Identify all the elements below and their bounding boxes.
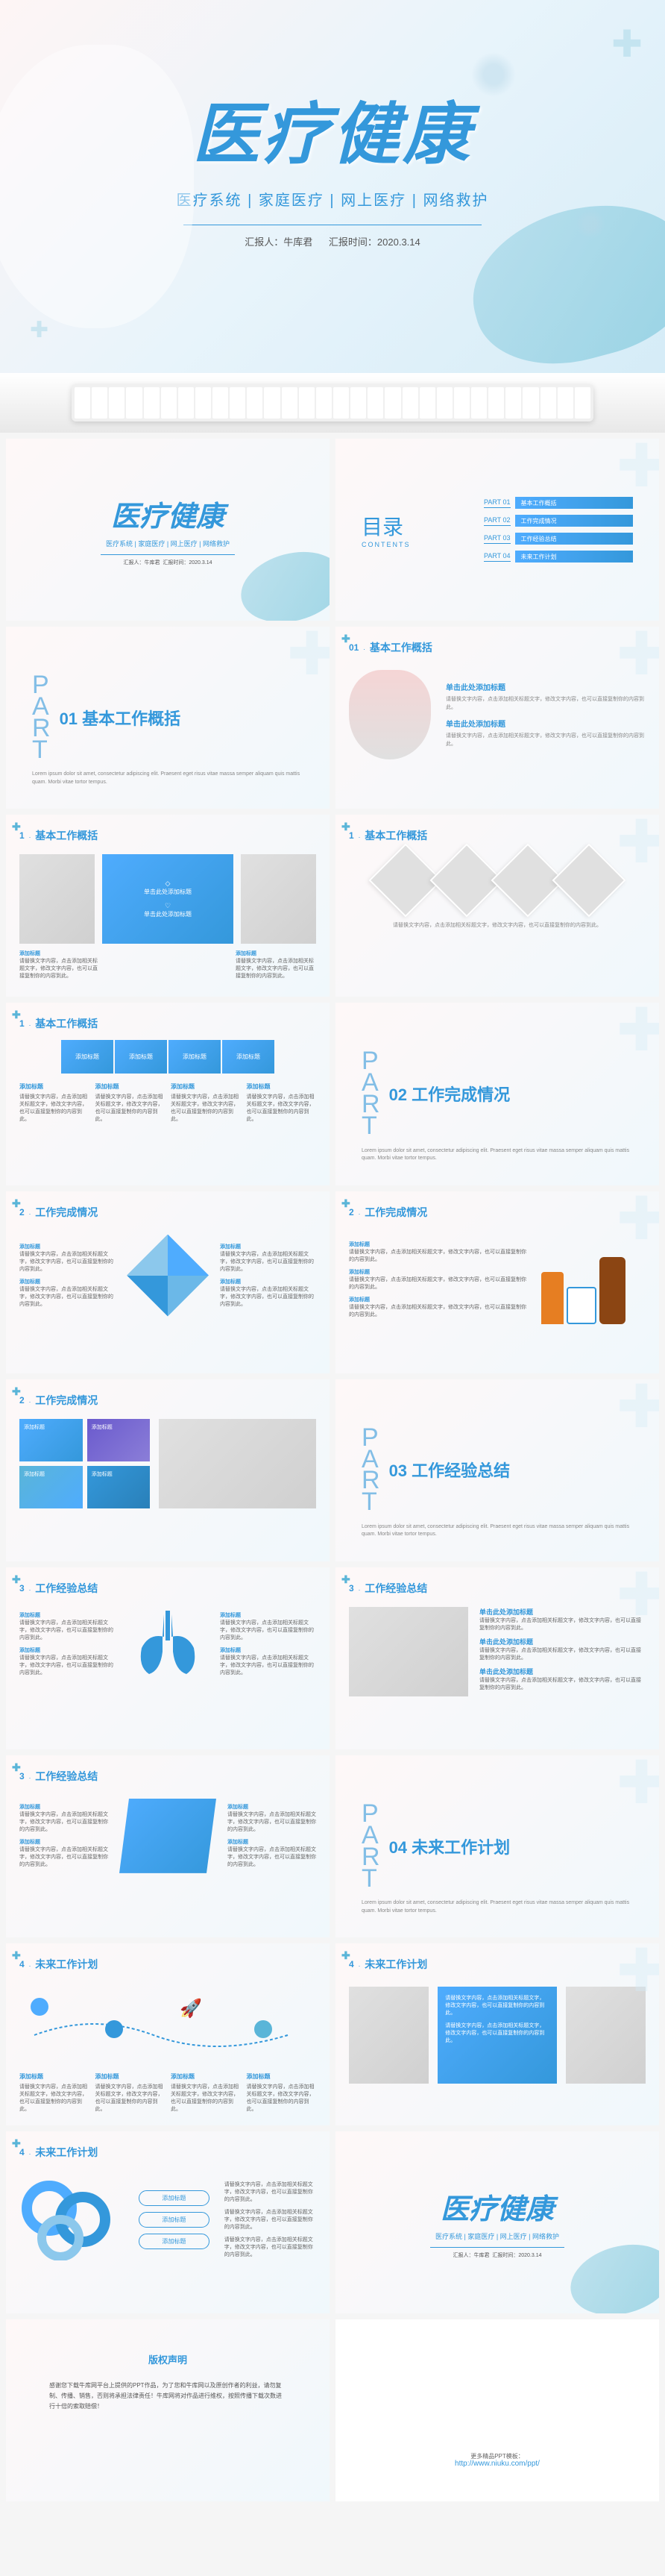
slide-content: ✚ 4.未来工作计划 🚀 添加标题请替换文字内容，点击添加相关标题文字，修改文字… [6,1943,330,2125]
text-card: 请替换文字内容，点击添加相关标题文字，修改文字内容，也可以直接复制你的内容到此。… [438,1987,556,2084]
slides-grid: 医疗健康 医疗系统 | 家庭医疗 | 网上医疗 | 网络救护 汇报人：牛库君 汇… [0,433,665,2507]
slide-copyright: 版权声明 感谢您下载牛库网平台上提供的PPT作品，为了您和牛库网以及原创作者的利… [6,2319,330,2501]
medical-cross-icon: ✚ [12,2137,21,2150]
part-label: PART [362,1051,380,1138]
keyboard-graphic [0,373,665,433]
image-placeholder [241,854,316,944]
medical-cross-icon: ✚ [341,1573,350,1586]
slide-content: ✚ ✚ 4.未来工作计划 请替换文字内容，点击添加相关标题文字，修改文字内容，也… [335,1943,659,2125]
slide-footer-link: 更多精品PPT模板： http://www.niuku.com/ppt/ [335,2319,659,2501]
medical-cross-icon: ✚ [12,821,21,833]
slide-content: ✚ 3.工作经验总结 添加标题请替换文字内容，点击添加相关标题文字，修改文字内容… [6,1755,330,1937]
puzzle-piece: 添加标题 [61,1040,113,1074]
image-placeholder [159,1419,316,1508]
hero-doctor-graphic [0,45,194,328]
image-placeholder [349,1987,429,2084]
text-card: ◇单击此处添加标题 ♡单击此处添加标题 [102,854,233,944]
rings-graphic [19,2178,124,2260]
medical-cross-icon: ✚ [617,627,659,689]
image-placeholder [349,1607,468,1696]
title: 医疗健康 [111,493,224,534]
slide-part-02: ✚ PART 02 工作完成情况 Lorem ipsum dolor sit a… [335,1003,659,1185]
toc-item: PART 03工作经验总结 [484,533,633,545]
footer-link[interactable]: http://www.niuku.com/ppt/ [335,2460,659,2468]
medical-cross-icon: ✚ [341,1197,350,1210]
medical-cross-icon: ✚ [617,1379,659,1441]
medical-cross-icon: ✚ [12,1761,21,1774]
medical-cross-icon: ✚ [341,821,350,833]
copyright-title: 版权声明 [49,2351,286,2369]
copyright-body: 感谢您下载牛库网平台上提供的PPT作品，为了您和牛库网以及原创作者的利益，请勿复… [49,2381,286,2413]
toc-subtitle: CONTENTS [362,541,411,548]
toc-item: PART 04未来工作计划 [484,551,633,562]
medical-cross-icon: ✚ [12,1385,21,1398]
image-placeholder [19,854,95,944]
hero-meta: 汇报人：牛库君 汇报时间：2020.3.14 [245,234,420,248]
toc-item: PART 02工作完成情况 [484,515,633,527]
lungs-icon [127,1607,209,1682]
doctor-illustration [349,670,431,759]
slide-content: ✚ ✚ 3.工作经验总结 单击此处添加标题请替换文字内容，点击添加相关标题文字，… [335,1567,659,1749]
subtitle: 医疗系统 | 家庭医疗 | 网上医疗 | 网络救护 [106,539,230,548]
virus-icon [576,209,605,239]
timeline-node [31,1998,48,2016]
slide-content: ✚ 4.未来工作计划 添加标题 添加标题 添加标题 请替换文字内容，点击添加相关… [6,2131,330,2313]
part-label: PART [362,1427,380,1514]
slide-content: ✚ ✚ 1.基本工作概括 请替换文字内容，点击添加相关标题文字，修改文字内容，也… [335,815,659,997]
presenter: 汇报人：牛库君 [245,236,312,248]
medical-cross-icon: ✚ [617,1943,659,2005]
slide-content: ✚ 2.工作完成情况 添加标题请替换文字内容，点击添加相关标题文字，修改文字内容… [6,1191,330,1373]
slide-part-04: ✚ PART 04 未来工作计划 Lorem ipsum dolor sit a… [335,1755,659,1937]
puzzle-piece: 添加标题 [222,1040,274,1074]
medical-cross-icon: ✚ [617,815,659,877]
medical-cross-icon: ✚ [287,627,330,689]
puzzle-piece: 添加标题 [168,1040,221,1074]
medical-cross-icon: ✚ [617,1191,659,1253]
slide-title-thumb: 医疗健康 医疗系统 | 家庭医疗 | 网上医疗 | 网络救护 汇报人：牛库君 汇… [6,439,330,621]
pinwheel-graphic [127,1235,209,1317]
toc-item: PART 01基本工作概括 [484,497,633,509]
hero-subtitle: 医疗系统 | 家庭医疗 | 网上医疗 | 网络救护 [177,188,489,210]
virus-icon [471,52,516,97]
slide-content: ✚ 3.工作经验总结 添加标题请替换文字内容，点击添加相关标题文字，修改文字内容… [6,1567,330,1749]
hero-mask-graphic [456,183,665,373]
diamond-image [552,844,626,918]
parallelogram-graphic [119,1799,216,1873]
medical-cross-icon: ✚ [617,1567,659,1629]
medical-cross-icon: ✚ [611,22,643,66]
hero-slide: ✚ ✚ 医疗健康 医疗系统 | 家庭医疗 | 网上医疗 | 网络救护 汇报人：牛… [0,0,665,373]
keyboard-keys [72,384,593,422]
medical-cross-icon: ✚ [617,439,659,501]
timeline-node [105,2020,123,2038]
slide-content: ✚ ✚ 2.工作完成情况 添加标题请替换文字内容，点击添加相关标题文字，修改文字… [335,1191,659,1373]
medical-cross-icon: ✚ [341,1949,350,1962]
title: 医疗健康 [441,2186,554,2227]
slide-content: ✚ ✚ 01.基本工作概括 单击此处添加标题 请替换文字内容，点击添加相关标题文… [335,627,659,809]
slide-content: ✚ 2.工作完成情况 添加标题 添加标题 添加标题 添加标题 [6,1379,330,1561]
part-description: Lorem ipsum dolor sit amet, consectetur … [32,771,303,786]
medical-cross-icon: ✚ [30,317,48,343]
slide-content: ✚ 1.基本工作概括 ◇单击此处添加标题 ♡单击此处添加标题 添加标题请替换文字… [6,815,330,997]
slide-content: ✚ 1.基本工作概括 添加标题 添加标题 添加标题 添加标题 添加标题请替换文字… [6,1003,330,1185]
medical-cross-icon: ✚ [12,1009,21,1021]
toc-title: 目录 [362,511,411,541]
medical-cross-icon: ✚ [12,1949,21,1962]
rocket-icon: 🚀 [180,1998,202,2019]
part-label: PART [362,1803,380,1890]
medical-cross-icon: ✚ [617,1003,659,1065]
timeline-node [254,2020,272,2038]
hero-title: 医疗健康 [192,80,473,177]
report-date: 汇报时间：2020.3.14 [329,236,420,248]
slide-closing: 医疗健康 医疗系统 | 家庭医疗 | 网上医疗 | 网络救护 汇报人：牛库君 汇… [335,2131,659,2313]
medical-cross-icon: ✚ [617,1755,659,1817]
slide-toc: ✚ 目录 CONTENTS PART 01基本工作概括 PART 02工作完成情… [335,439,659,621]
medical-cross-icon: ✚ [12,1573,21,1586]
medical-cross-icon: ✚ [12,1197,21,1210]
slide-part-03: ✚ PART 03 工作经验总结 Lorem ipsum dolor sit a… [335,1379,659,1561]
puzzle-piece: 添加标题 [115,1040,167,1074]
medical-cross-icon: ✚ [341,633,350,645]
slide-part-01: ✚ PART 01 基本工作概括 Lorem ipsum dolor sit a… [6,627,330,809]
part-label: PART [32,674,51,761]
